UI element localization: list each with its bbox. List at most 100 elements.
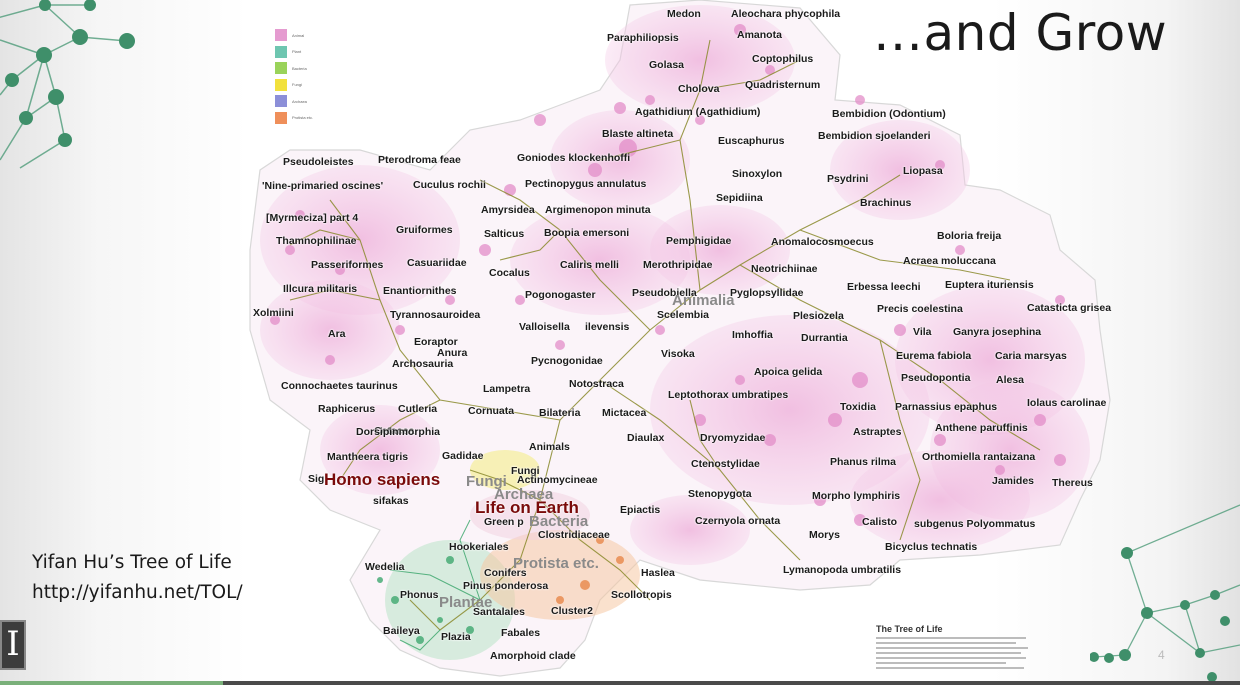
legend-swatch bbox=[275, 29, 287, 42]
taxon-label: Santalales bbox=[473, 606, 525, 618]
region-label: Animalia bbox=[672, 292, 735, 309]
legend-item: Protista etc. bbox=[275, 110, 345, 127]
taxon-label: Xolmiini bbox=[253, 307, 294, 319]
legend-label: Archaea bbox=[292, 98, 307, 104]
taxon-label: Pinus ponderosa bbox=[463, 580, 549, 592]
taxon-label: Pseudobiella bbox=[632, 287, 697, 299]
taxon-label: Pyglopsyllidae bbox=[730, 287, 804, 299]
taxon-label: Bilateria bbox=[539, 407, 581, 419]
taxon-label: Pseudoleistes bbox=[283, 156, 354, 168]
taxon-label: Neotrichiinae bbox=[751, 263, 818, 275]
taxon-label: Anomalocosmoecus bbox=[771, 236, 874, 248]
taxon-label: Notostraca bbox=[569, 378, 624, 390]
taxon-label: Plazia bbox=[441, 631, 471, 643]
taxon-label: Conifers bbox=[484, 567, 527, 579]
taxon-label: Czernyola ornata bbox=[695, 515, 781, 527]
legend-swatch bbox=[275, 95, 287, 108]
slide-number: 4 bbox=[1158, 648, 1165, 662]
taxon-label: Parnassius epaphus bbox=[895, 401, 998, 413]
taxon-label: Thereus bbox=[1052, 477, 1093, 489]
taxon-label: Morys bbox=[809, 529, 840, 541]
taxon-label: Scelembia bbox=[657, 309, 709, 321]
attribution-name: Yifan Hu’s Tree of Life bbox=[32, 552, 232, 573]
taxon-label: Enantiornithes bbox=[383, 285, 457, 297]
taxon-label: Caria marsyas bbox=[995, 350, 1067, 362]
taxon-label: Dorsipinmorphia bbox=[356, 426, 441, 438]
taxon-label: Cetacea bbox=[374, 425, 415, 437]
highlight-label: Homo sapiens bbox=[324, 470, 441, 489]
taxon-label: Medon bbox=[667, 8, 701, 20]
taxon-label: Visoka bbox=[661, 348, 695, 360]
network-decoration-bottom-right bbox=[1090, 504, 1240, 682]
taxon-label: 'Nine-primaried oscines' bbox=[262, 180, 384, 192]
highlight-label: Life on Earth bbox=[475, 498, 579, 517]
taxon-label: Bembidion (Odontium) bbox=[832, 108, 946, 120]
taxon-label: Caliris melli bbox=[560, 259, 619, 271]
taxon-label: Euscaphurus bbox=[718, 135, 785, 147]
taxon-label: Coptophilus bbox=[752, 53, 814, 65]
taxon-label: Alesa bbox=[996, 374, 1025, 386]
legend-swatch bbox=[275, 62, 287, 75]
taxon-label: Cholova bbox=[678, 83, 720, 95]
caption-text-line bbox=[876, 667, 1024, 669]
taxon-label: Cornuata bbox=[468, 405, 515, 417]
taxon-label: Haslea bbox=[641, 567, 675, 579]
legend-label: Animal bbox=[292, 32, 305, 38]
taxon-label: Ara bbox=[328, 328, 346, 340]
taxon-label: Connochaetes taurinus bbox=[281, 380, 398, 392]
taxon-label: ilevensis bbox=[585, 321, 630, 333]
tree-of-life-map[interactable]: Animal Plant Bacteria Fungi Archaea Prot… bbox=[240, 0, 1120, 685]
taxon-label: Eoraptor bbox=[414, 336, 458, 348]
taxon-label: Precis coelestina bbox=[877, 303, 963, 315]
taxon-label: Hookeriales bbox=[449, 541, 509, 553]
taxon-label: Mantheera tigris bbox=[327, 451, 409, 463]
taxon-label: Gadidae bbox=[442, 450, 484, 462]
taxon-label: subgenus Polyommatus bbox=[914, 518, 1036, 530]
taxon-label: Pycnogonidae bbox=[531, 355, 603, 367]
taxon-label: Boopia emersoni bbox=[544, 227, 630, 239]
taxon-label: Iolaus carolinae bbox=[1027, 397, 1107, 409]
taxon-label: Tyrannosauroidea bbox=[390, 309, 481, 321]
taxon-label: Cocalus bbox=[489, 267, 530, 279]
taxon-label: Brachinus bbox=[860, 197, 912, 209]
attribution-url[interactable]: http://yifanhu.net/TOL/ bbox=[32, 582, 243, 603]
video-progress-bar[interactable] bbox=[0, 681, 1240, 685]
taxon-label: Blaste altineta bbox=[602, 128, 674, 140]
legend-swatch bbox=[275, 78, 287, 91]
taxon-label: Merothripidae bbox=[643, 259, 713, 271]
taxon-label: Casuariidae bbox=[407, 257, 467, 269]
legend-label: Bacteria bbox=[292, 65, 307, 71]
attribution: Yifan Hu’s Tree of Life http://yifanhu.n… bbox=[32, 548, 243, 608]
taxon-label: Pemphigidae bbox=[666, 235, 732, 247]
caption-text-line bbox=[876, 637, 1026, 639]
taxon-label: Amanota bbox=[737, 29, 782, 41]
legend-label: Fungi bbox=[292, 82, 303, 88]
taxon-label: Scollotropis bbox=[611, 589, 672, 601]
taxon-label: Catasticta grisea bbox=[1027, 302, 1112, 314]
taxon-label: Imhoffia bbox=[732, 329, 773, 341]
taxon-label: Acraea moluccana bbox=[903, 255, 996, 267]
taxon-label: Phanus rilma bbox=[830, 456, 896, 468]
map-legend: Animal Plant Bacteria Fungi Archaea Prot… bbox=[275, 27, 345, 126]
taxon-label: Animals bbox=[529, 441, 570, 453]
taxon-label: Clostridiaceae bbox=[538, 529, 610, 541]
taxon-label: Goniodes klockenhoffi bbox=[517, 152, 631, 164]
taxon-label: Amorphoid clade bbox=[490, 650, 576, 662]
legend-item: Fungi bbox=[275, 77, 345, 94]
legend-swatch bbox=[275, 111, 287, 124]
taxon-label: Archosauria bbox=[392, 358, 454, 370]
taxon-label: Astraptes bbox=[853, 426, 902, 438]
taxon-label: Cutleria bbox=[398, 403, 438, 415]
taxon-label: Cluster2 bbox=[551, 605, 594, 617]
taxon-label: Paraphiliopsis bbox=[607, 32, 679, 44]
taxon-label: Pseudopontia bbox=[901, 372, 971, 384]
map-caption: The Tree of Life bbox=[876, 624, 1036, 669]
taxon-label: Sepidiina bbox=[716, 192, 763, 204]
taxon-label: Bicyclus technatis bbox=[885, 541, 978, 553]
taxon-label: Bembidion sjoelanderi bbox=[818, 130, 931, 142]
taxon-label: Phonus bbox=[400, 589, 439, 601]
region-label: Archaea bbox=[494, 486, 554, 503]
taxon-label: Baileya bbox=[383, 625, 420, 637]
